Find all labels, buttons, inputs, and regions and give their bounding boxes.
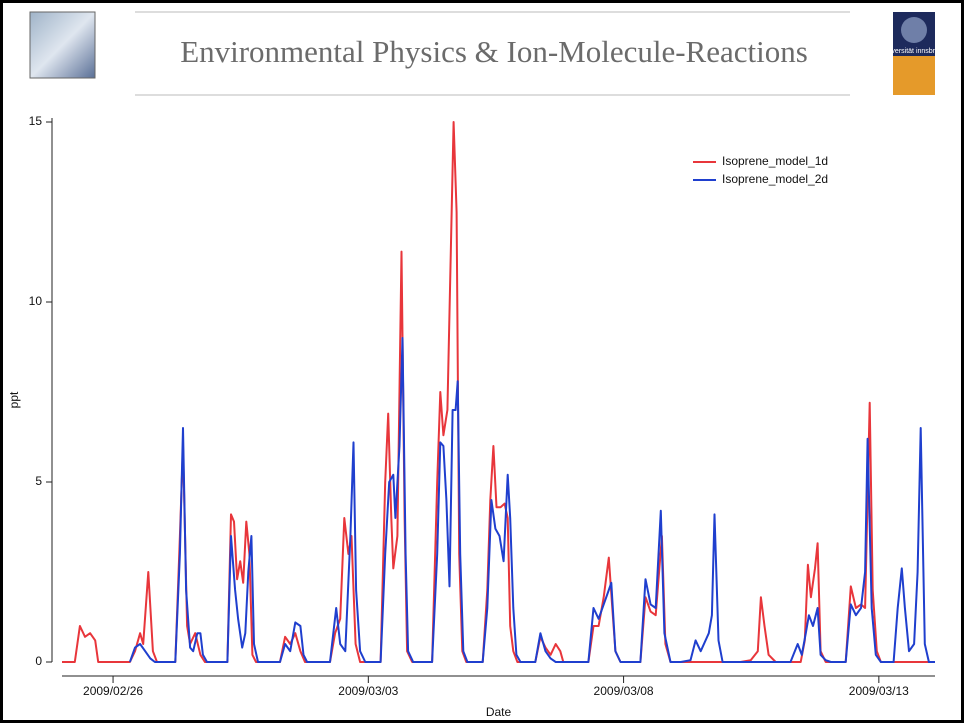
logo-seal: [901, 17, 927, 43]
y-axis-label: ppt: [7, 391, 21, 408]
x-tick-label: 2009/02/26: [83, 684, 143, 698]
slide: Environmental Physics & Ion-Molecule-Rea…: [0, 0, 964, 723]
y-tick-label: 5: [35, 474, 42, 488]
logo-text: universität innsbruck: [882, 48, 946, 55]
earth-image: [30, 12, 95, 78]
x-axis-label: Date: [486, 705, 512, 719]
x-tick-label: 2009/03/03: [338, 684, 398, 698]
y-tick-label: 10: [29, 294, 43, 308]
y-tick-label: 0: [35, 654, 42, 668]
legend-label: Isoprene_model_1d: [722, 154, 828, 168]
x-tick-label: 2009/03/13: [849, 684, 909, 698]
slide-title: Environmental Physics & Ion-Molecule-Rea…: [180, 34, 808, 69]
y-tick-label: 15: [29, 114, 43, 128]
logo-bottom: [893, 56, 935, 95]
legend-label: Isoprene_model_2d: [722, 172, 828, 186]
x-tick-label: 2009/03/08: [594, 684, 654, 698]
